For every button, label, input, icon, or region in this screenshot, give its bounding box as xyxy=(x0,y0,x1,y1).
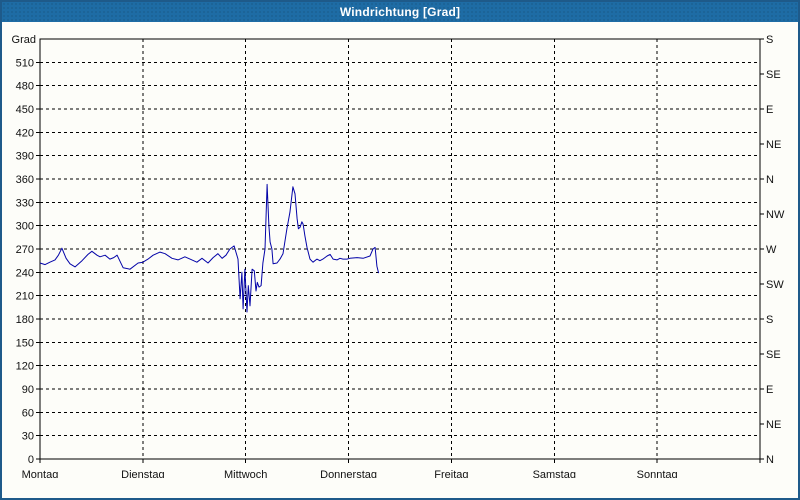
compass-tick-label: NW xyxy=(766,209,785,221)
wind-direction-chart: 0 30 60 90 120 150 180 210 240 270 300 330 360 390 420… xyxy=(12,34,785,478)
compass-tick-label: SE xyxy=(766,69,781,81)
y-axis-tick-label: 240 xyxy=(16,267,34,279)
y-axis-tick-label: 90 xyxy=(22,384,34,396)
x-axis-day-label: Freitag xyxy=(434,469,468,478)
y-axis-tick-label: 390 xyxy=(16,151,34,163)
compass-tick-label: N xyxy=(766,454,774,466)
x-axis-day-label: Mittwoch xyxy=(224,469,267,478)
y-axis-tick-label: 480 xyxy=(16,81,34,93)
y-axis-tick-label: 330 xyxy=(16,197,34,209)
chart-title-bar: Windrichtung [Grad] xyxy=(2,2,798,22)
compass-tick-label: SE xyxy=(766,349,781,361)
y-axis-tick-label: 510 xyxy=(16,57,34,69)
y-axis-tick-label: 420 xyxy=(16,127,34,139)
y-axis-tick-label: 360 xyxy=(16,174,34,186)
y-axis-tick-label: 270 xyxy=(16,244,34,256)
compass-tick-label: N xyxy=(766,174,774,186)
compass-tick-label: SW xyxy=(766,279,784,291)
x-axis-day-label: Montag xyxy=(22,469,59,478)
y-axis-tick-label: 120 xyxy=(16,361,34,373)
compass-tick-label: S xyxy=(766,314,773,326)
compass-tick-label: W xyxy=(766,244,777,256)
compass-tick-label: S xyxy=(766,34,773,46)
x-axis-day-label: Samstag xyxy=(533,469,576,478)
chart-title: Windrichtung [Grad] xyxy=(339,5,461,19)
y-axis-tick-label: 450 xyxy=(16,104,34,116)
compass-tick-label: NE xyxy=(766,419,781,431)
y-axis-tick-label: 180 xyxy=(16,314,34,326)
y-axis-tick-label: 150 xyxy=(16,337,34,349)
y-axis-tick-label: 60 xyxy=(22,407,34,419)
x-axis-day-label: Sonntag xyxy=(637,469,678,478)
y-axis-tick-label: 210 xyxy=(16,291,34,303)
compass-tick-label: NE xyxy=(766,139,781,151)
y-axis-unit-label: Grad xyxy=(12,34,36,46)
x-axis-day-label: Donnerstag xyxy=(320,469,377,478)
y-axis-tick-label: 300 xyxy=(16,221,34,233)
wind-direction-line xyxy=(39,183,380,313)
y-axis-tick-label: 30 xyxy=(22,431,34,443)
x-axis-day-label: Dienstag xyxy=(121,469,164,478)
y-axis-tick-label: 0 xyxy=(28,454,34,466)
compass-tick-label: E xyxy=(766,104,773,116)
compass-tick-label: E xyxy=(766,384,773,396)
